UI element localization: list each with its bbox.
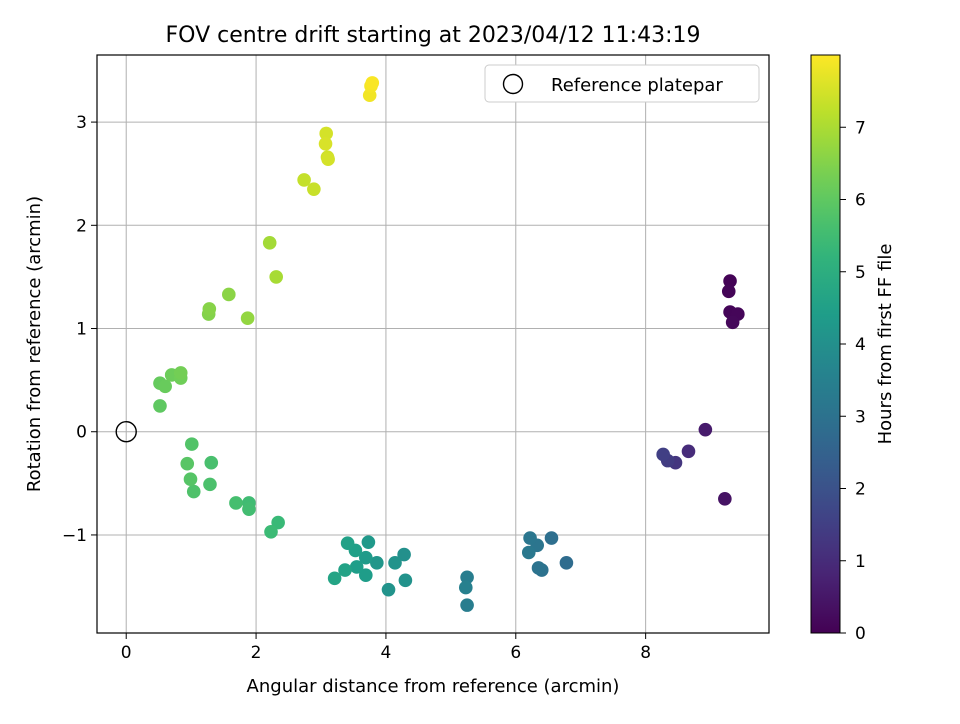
data-point (229, 496, 243, 510)
data-point (340, 536, 355, 551)
data-point (718, 492, 732, 506)
data-point (521, 545, 536, 560)
colorbar-tick-label: 5 (855, 263, 866, 283)
data-point (186, 484, 201, 499)
data-point (203, 477, 217, 492)
colorbar-tick-label: 7 (855, 118, 866, 138)
data-point (307, 182, 321, 196)
legend-box (484, 64, 760, 103)
reference-marker (115, 421, 137, 443)
data-point (460, 598, 474, 612)
y-axis-ticks: −1 0 1 2 3 (62, 113, 97, 546)
colorbar-label: Hours from first FF file (875, 244, 896, 445)
data-point (723, 274, 737, 288)
legend-label: Reference platepar (551, 75, 723, 96)
y-tick-label: −1 (62, 526, 87, 546)
y-tick-label: 1 (76, 320, 87, 340)
chart-title: FOV centre drift starting at 2023/04/12 … (166, 23, 701, 48)
data-point (183, 472, 198, 487)
data-point (370, 556, 384, 570)
data-point (656, 447, 670, 462)
colorbar-ticks: 0 1 2 3 4 5 6 7 (840, 118, 866, 644)
data-point (721, 284, 736, 299)
y-tick-label: 0 (76, 423, 87, 443)
data-point (173, 366, 188, 380)
y-axis-label: Rotation from reference (arcmin) (24, 196, 45, 492)
data-point (531, 561, 546, 575)
y-tick-label: 3 (76, 113, 87, 133)
data-point (204, 455, 219, 470)
data-point (271, 515, 285, 530)
data-point (388, 556, 402, 570)
x-tick-label: 4 (381, 643, 392, 663)
data-point (559, 556, 574, 570)
data-point (242, 502, 256, 516)
data-point (458, 580, 473, 595)
colorbar (810, 54, 841, 634)
data-point (359, 550, 373, 565)
data-point (240, 311, 255, 325)
legend-open-circle-marker (502, 73, 524, 95)
data-point (698, 422, 713, 437)
y-tick-label: 2 (76, 216, 87, 236)
x-axis-ticks: 0 2 4 6 8 (121, 633, 651, 663)
legend: Reference platepar (484, 64, 760, 103)
x-tick-label: 6 (510, 643, 521, 663)
data-point (297, 173, 311, 187)
data-point (338, 563, 352, 577)
data-point (180, 456, 195, 471)
reference-point (115, 421, 137, 443)
colorbar-tick-label: 3 (855, 407, 866, 427)
data-point (359, 568, 373, 582)
data-point (184, 437, 199, 451)
colorbar-tick-label: 4 (855, 335, 866, 355)
data-point (202, 302, 217, 316)
data-point (381, 582, 396, 597)
x-tick-label: 2 (251, 643, 262, 663)
colorbar-tick-label: 6 (855, 191, 866, 211)
data-point (264, 525, 278, 539)
colorbar-tick-label: 2 (855, 480, 866, 500)
x-tick-label: 8 (640, 643, 651, 663)
x-tick-label: 0 (121, 643, 132, 663)
plot-frame (96, 54, 770, 634)
data-point (153, 399, 167, 413)
data-point (397, 547, 411, 562)
data-point (349, 560, 364, 574)
data-point (222, 287, 236, 302)
data-point (262, 236, 277, 250)
data-point (681, 444, 696, 459)
data-point (725, 315, 740, 330)
data-point (318, 136, 333, 151)
data-point (398, 573, 413, 588)
colorbar-tick-label: 1 (855, 552, 866, 572)
data-point (523, 531, 537, 545)
data-point (361, 535, 376, 549)
data-point (460, 570, 474, 585)
data-point (269, 270, 284, 284)
data-point (544, 531, 559, 545)
data-point (319, 126, 333, 141)
data-point (158, 379, 172, 394)
grid-lines (97, 55, 769, 633)
x-axis-label: Angular distance from reference (arcmin) (247, 676, 620, 697)
data-point (327, 571, 342, 586)
data-point (365, 76, 380, 90)
data-points (153, 76, 745, 612)
colorbar-tick-label: 0 (855, 624, 866, 644)
data-point (321, 152, 335, 167)
